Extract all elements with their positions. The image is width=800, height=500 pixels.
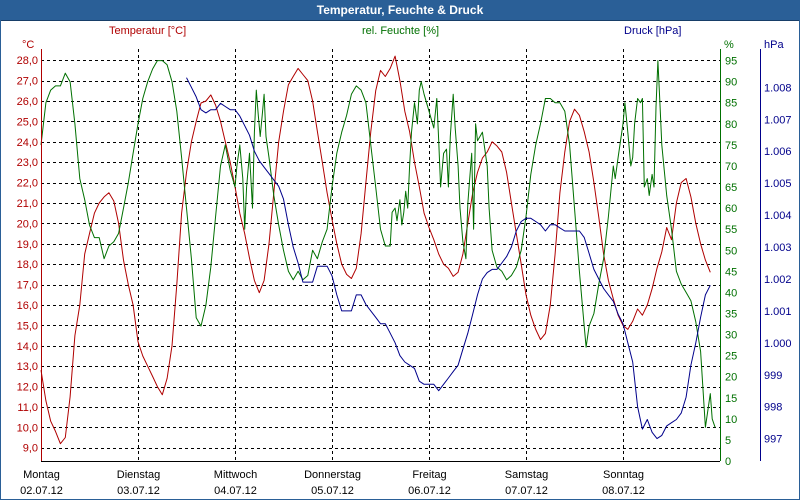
temperature-tick-label: 27,0 (17, 76, 38, 88)
day-date-label: 04.07.12 (214, 485, 257, 497)
humidity-tick-label: 5 (725, 435, 731, 447)
temperature-tick-label: 17,0 (17, 280, 38, 292)
series-line-temperature (40, 55, 711, 445)
temperature-axis-title: Temperatur [°C] (109, 25, 187, 37)
humidity-tick-label: 35 (725, 308, 737, 320)
temperature-tick-label: 24,0 (17, 137, 38, 149)
humidity-tick-label: 45 (725, 266, 737, 278)
series-line-humidity (40, 60, 716, 428)
pressure-tick-label: 1.004 (764, 210, 792, 222)
temperature-tick-label: 28,0 (17, 55, 38, 67)
day-date-label: 07.07.12 (505, 485, 548, 497)
series-line-pressure (186, 77, 711, 440)
humidity-tick-label: 30 (725, 330, 737, 342)
temperature-tick-label: 15,0 (17, 320, 38, 332)
pressure-unit-label: hPa (764, 39, 784, 51)
chart-title: Temperatur, Feuchte & Druck (0, 0, 800, 21)
pressure-tick-label: 998 (764, 402, 782, 414)
pressure-tick-label: 1.002 (764, 274, 792, 286)
day-name-label: Samstag (505, 469, 548, 481)
temperature-tick-label: 19,0 (17, 239, 38, 251)
humidity-axis-title: rel. Feuchte [%] (362, 25, 440, 37)
day-name-label: Mittwoch (214, 469, 257, 481)
day-name-label: Freitag (412, 469, 446, 481)
temperature-tick-label: 14,0 (17, 341, 38, 353)
humidity-tick-label: 15 (725, 393, 737, 405)
humidity-tick-label: 85 (725, 98, 737, 110)
pressure-tick-label: 1.007 (764, 114, 792, 126)
temperature-tick-label: 12,0 (17, 382, 38, 394)
humidity-tick-label: 90 (725, 77, 737, 89)
pressure-tick-label: 1.008 (764, 82, 792, 94)
temperature-unit-label: °C (22, 39, 35, 51)
pressure-tick-label: 1.001 (764, 306, 792, 318)
day-name-label: Montag (23, 469, 60, 481)
temperature-tick-label: 11,0 (17, 402, 38, 414)
day-date-label: 05.07.12 (311, 485, 354, 497)
day-name-label: Donnerstag (304, 469, 361, 481)
pressure-tick-label: 999 (764, 370, 782, 382)
humidity-tick-label: 70 (725, 161, 737, 173)
day-date-label: 03.07.12 (117, 485, 160, 497)
temperature-tick-label: 26,0 (17, 96, 38, 108)
day-name-label: Dienstag (117, 469, 160, 481)
temperature-tick-label: 23,0 (17, 157, 38, 169)
pressure-axis-title: Druck [hPa] (624, 25, 682, 37)
day-date-label: 08.07.12 (602, 485, 645, 497)
humidity-tick-label: 10 (725, 414, 737, 426)
humidity-tick-label: 20 (725, 372, 737, 384)
pressure-tick-label: 1.003 (764, 242, 792, 254)
humidity-tick-label: 40 (725, 287, 737, 299)
temperature-tick-label: 13,0 (17, 361, 38, 373)
temperature-tick-label: 10,0 (17, 422, 38, 434)
humidity-tick-label: 95 (725, 56, 737, 68)
temperature-tick-label: 22,0 (17, 178, 38, 190)
pressure-tick-label: 1.006 (764, 146, 792, 158)
day-date-label: 02.07.12 (20, 485, 63, 497)
pressure-tick-label: 997 (764, 434, 782, 446)
humidity-tick-label: 65 (725, 182, 737, 194)
temperature-tick-label: 16,0 (17, 300, 38, 312)
temperature-tick-label: 20,0 (17, 218, 38, 230)
plot-area (41, 49, 720, 461)
humidity-tick-label: 55 (725, 224, 737, 236)
pressure-tick-label: 1.000 (764, 338, 792, 350)
temperature-tick-label: 21,0 (17, 198, 38, 210)
day-name-label: Sonntag (603, 469, 644, 481)
day-date-label: 06.07.12 (408, 485, 451, 497)
humidity-tick-label: 0 (725, 456, 731, 468)
temperature-tick-label: 9,0 (23, 443, 38, 455)
temperature-tick-label: 25,0 (17, 116, 38, 128)
humidity-tick-label: 25 (725, 351, 737, 363)
humidity-tick-label: 80 (725, 119, 737, 131)
temperature-tick-label: 18,0 (17, 259, 38, 271)
humidity-unit-label: % (724, 39, 734, 51)
humidity-tick-label: 60 (725, 203, 737, 215)
pressure-tick-label: 1.005 (764, 178, 792, 190)
humidity-tick-label: 50 (725, 245, 737, 257)
humidity-tick-label: 75 (725, 140, 737, 152)
